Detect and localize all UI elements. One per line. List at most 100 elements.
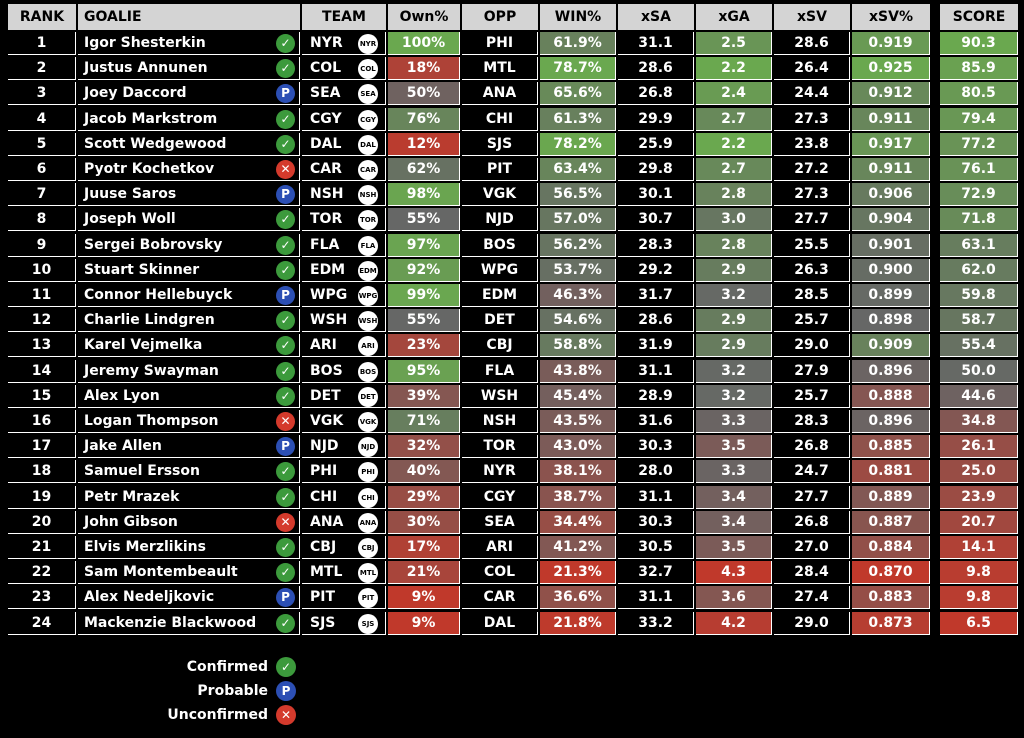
rank-cell: 19 (8, 485, 76, 509)
team-logo-icon: COL (358, 59, 378, 80)
own-cell: 12% (388, 132, 460, 156)
xsv-cell: 24.7 (774, 460, 850, 484)
xsa-cell: 29.9 (618, 107, 694, 131)
check-icon: ✓ (276, 109, 295, 129)
team-cell: COL COL (302, 57, 386, 81)
xsv-cell: 28.5 (774, 284, 850, 307)
header-rank[interactable]: RANK (8, 4, 76, 30)
check-icon: ✓ (276, 210, 295, 230)
name-cell: Karel Vejmelka (78, 334, 300, 358)
name-cell: Stuart Skinner (78, 258, 300, 282)
header-own[interactable]: Own% (388, 4, 460, 30)
xsvp-cell: 0.887 (852, 510, 930, 534)
win-cell: 45.4% (540, 384, 616, 408)
check-icon: ✓ (276, 134, 295, 154)
win-cell: 78.7% (540, 57, 616, 81)
score-cell: 50.0 (940, 359, 1018, 383)
name-cell: Igor Shesterkin (78, 32, 300, 55)
team-logo-icon: CGY (358, 109, 378, 130)
team-cell: SEA SEA (302, 82, 386, 106)
own-cell: 39% (388, 384, 460, 408)
legend-confirmed-label: Confirmed (186, 659, 268, 675)
xsvp-cell: 0.919 (852, 32, 930, 55)
rank-cell: 13 (8, 334, 76, 358)
header-score[interactable]: SCORE (940, 4, 1018, 30)
xsv-cell: 27.9 (774, 359, 850, 383)
score-cell: 58.7 (940, 309, 1018, 333)
team-logo-icon: EDM (358, 260, 378, 281)
score-cell: 55.4 (940, 334, 1018, 358)
xsa-cell: 30.5 (618, 536, 694, 559)
xga-cell: 3.3 (696, 460, 772, 484)
name-cell: Jacob Markstrom (78, 107, 300, 131)
xsa-cell: 28.0 (618, 460, 694, 484)
rank-cell: 12 (8, 309, 76, 333)
opp-cell: ANA (462, 82, 538, 106)
x-icon: ✕ (276, 512, 295, 532)
opp-cell: NJD (462, 208, 538, 232)
xga-cell: 2.8 (696, 183, 772, 207)
header-xsa[interactable]: xSA (618, 4, 694, 30)
probable-icon: P (276, 286, 295, 305)
name-cell: Charlie Lindgren (78, 309, 300, 333)
opp-cell: PHI (462, 32, 538, 55)
own-cell: 55% (388, 208, 460, 232)
header-win[interactable]: WIN% (540, 4, 616, 30)
win-cell: 78.2% (540, 132, 616, 156)
xsvp-cell: 0.896 (852, 359, 930, 383)
xsa-cell: 29.2 (618, 258, 694, 282)
rank-cell: 1 (8, 32, 76, 55)
rank-cell: 15 (8, 384, 76, 408)
name-cell: Joseph Woll (78, 208, 300, 232)
name-cell: Petr Mrazek (78, 485, 300, 509)
win-cell: 57.0% (540, 208, 616, 232)
check-icon: ✓ (276, 361, 295, 381)
win-cell: 56.2% (540, 233, 616, 257)
team-abbr: CGY (310, 110, 342, 127)
team-cell: NYR NYR (302, 32, 386, 55)
team-abbr: NJD (310, 438, 339, 455)
team-logo-icon: DET (358, 386, 378, 407)
header-team[interactable]: TEAM (302, 4, 386, 30)
name-cell: Juuse Saros (78, 183, 300, 207)
opp-cell: WSH (462, 384, 538, 408)
score-cell: 25.0 (940, 460, 1018, 484)
xsv-cell: 27.7 (774, 208, 850, 232)
team-logo-icon: CHI (358, 487, 378, 508)
team-cell: CHI CHI (302, 485, 386, 509)
own-cell: 32% (388, 435, 460, 459)
score-cell: 9.8 (940, 586, 1018, 610)
xsa-cell: 30.3 (618, 435, 694, 459)
header-xga[interactable]: xGA (696, 4, 772, 30)
xsa-cell: 31.1 (618, 586, 694, 610)
team-cell: DET DET (302, 384, 386, 408)
win-cell: 46.3% (540, 284, 616, 307)
check-icon: ✓ (276, 386, 295, 406)
header-goalie[interactable]: GOALIE (78, 4, 300, 30)
header-xsvp[interactable]: xSV% (852, 4, 930, 30)
team-abbr: FLA (310, 236, 340, 253)
team-logo-icon: MTL (358, 563, 378, 584)
xga-cell: 4.3 (696, 561, 772, 585)
name-cell: Connor Hellebuyck (78, 284, 300, 307)
team-cell: PIT PIT (302, 586, 386, 610)
xsv-cell: 27.0 (774, 536, 850, 559)
score-cell: 90.3 (940, 32, 1018, 55)
xsv-cell: 28.6 (774, 32, 850, 55)
xsvp-cell: 0.873 (852, 611, 930, 635)
xga-cell: 2.7 (696, 107, 772, 131)
opp-cell: CHI (462, 107, 538, 131)
score-cell: 34.8 (940, 410, 1018, 433)
name-cell: Scott Wedgewood (78, 132, 300, 156)
header-opp[interactable]: OPP (462, 4, 538, 30)
opp-cell: EDM (462, 284, 538, 307)
xsa-cell: 28.6 (618, 309, 694, 333)
own-cell: 23% (388, 334, 460, 358)
own-cell: 55% (388, 309, 460, 333)
header-xsv[interactable]: xSV (774, 4, 850, 30)
opp-cell: NSH (462, 410, 538, 433)
xga-cell: 3.3 (696, 410, 772, 433)
x-icon: ✕ (276, 160, 295, 179)
win-cell: 53.7% (540, 258, 616, 282)
score-cell: 6.5 (940, 611, 1018, 635)
